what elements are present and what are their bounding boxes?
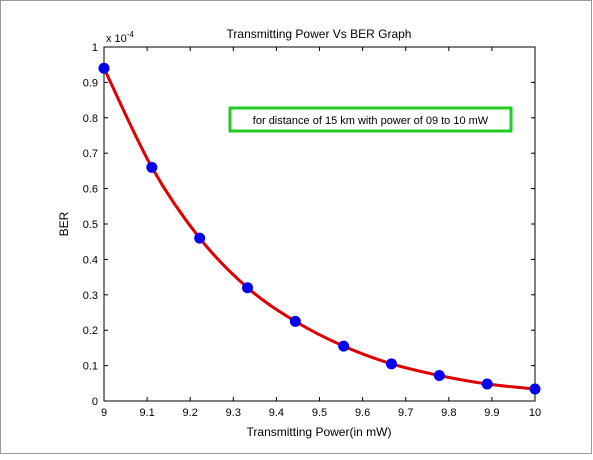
y-tick-label: 0.7 xyxy=(83,148,98,160)
x-tick-label: 9.2 xyxy=(183,407,198,419)
y-tick-label: 0 xyxy=(92,396,98,408)
x-tick-label: 9.5 xyxy=(312,407,327,419)
y-tick-label: 0.8 xyxy=(83,113,98,125)
x-axis-label: Transmitting Power(in mW) xyxy=(247,425,392,439)
chart-title: Transmitting Power Vs BER Graph xyxy=(227,27,412,41)
x-tick-label: 9.8 xyxy=(441,407,456,419)
data-point xyxy=(146,161,158,173)
y-tick-label: 1 xyxy=(92,42,98,54)
plot-area xyxy=(103,46,536,402)
data-point xyxy=(481,378,493,390)
y-tick-label: 0.4 xyxy=(83,254,98,266)
data-point xyxy=(338,340,350,352)
x-tick-label: 10 xyxy=(529,407,541,419)
y-tick-label: 0.3 xyxy=(83,290,98,302)
series-layer xyxy=(98,62,541,395)
x-tick-label: 9.6 xyxy=(355,407,370,419)
data-point xyxy=(289,315,301,327)
x-tick-label: 9.4 xyxy=(269,407,284,419)
y-tick-label: 0.1 xyxy=(83,361,98,373)
x-tick-label: 9.1 xyxy=(139,407,154,419)
annotation-text: for distance of 15 km with power of 09 t… xyxy=(253,115,489,127)
data-point xyxy=(194,232,206,244)
series-line xyxy=(102,67,536,391)
y-multiplier-label: x 10-4 xyxy=(106,30,134,45)
y-tick-label: 0.9 xyxy=(83,77,98,89)
y-axis-ticks: 0 0.1 0.2 0.3 0.4 0.5 0.6 0.7 0.8 0.9 1 xyxy=(83,42,535,408)
x-axis-ticks: 9 9.1 9.2 9.3 9.4 9.5 9.6 9.7 9.8 9.9 10 xyxy=(101,47,541,419)
x-tick-label: 9 xyxy=(101,407,107,419)
x-tick-label: 9.7 xyxy=(398,407,413,419)
y-tick-label: 0.6 xyxy=(83,184,98,196)
x-tick-label: 9.3 xyxy=(226,407,241,419)
data-point xyxy=(433,370,445,382)
y-axis-label: BER xyxy=(57,211,71,236)
annotation-box xyxy=(228,106,513,133)
data-point xyxy=(98,62,110,74)
data-point xyxy=(385,358,397,370)
y-tick-label: 0.2 xyxy=(83,325,98,337)
x-tick-label: 9.9 xyxy=(484,407,499,419)
data-point xyxy=(529,383,541,395)
data-point xyxy=(242,282,254,294)
y-tick-label: 0.5 xyxy=(83,219,98,231)
